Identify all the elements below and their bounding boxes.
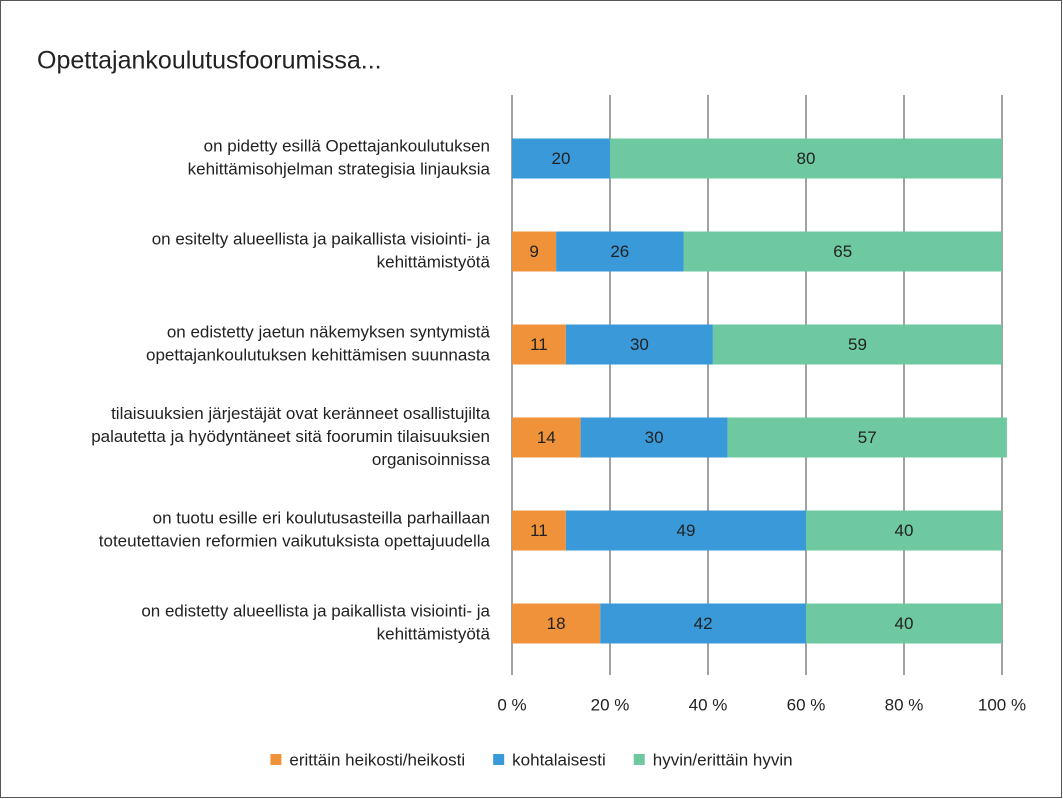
bar-segment [727, 417, 1007, 458]
data-label: 65 [833, 242, 852, 261]
x-tick-label: 60 % [787, 695, 826, 714]
legend-label: erittäin heikosti/heikosti [289, 750, 465, 769]
chart-title: Opettajankoulutusfoorumissa... [37, 47, 382, 75]
legend-swatch [493, 754, 505, 765]
bar-segment [512, 603, 601, 644]
bar-segment [512, 138, 610, 179]
data-label: 59 [848, 335, 867, 354]
bar-segment [556, 231, 684, 272]
x-tick-label: 80 % [885, 695, 924, 714]
data-label: 11 [530, 521, 548, 540]
data-label: 26 [610, 242, 629, 261]
category-label: on esitelty alueellista ja paikallista v… [152, 229, 491, 248]
data-label: 49 [676, 521, 695, 540]
data-label: 14 [537, 428, 556, 447]
data-label: 18 [547, 614, 566, 633]
data-label: 30 [630, 335, 649, 354]
bar-segment [512, 324, 566, 365]
x-tick-label: 0 % [497, 695, 526, 714]
bar-segment [600, 603, 806, 644]
x-tick-label: 20 % [591, 695, 630, 714]
bar-segment [610, 138, 1002, 179]
data-label: 57 [858, 428, 877, 447]
bar-segment [806, 510, 1002, 551]
data-label: 9 [529, 242, 538, 261]
bar-segment [683, 231, 1002, 272]
legend-label: hyvin/erittäin hyvin [653, 750, 793, 769]
legend-swatch [270, 754, 282, 765]
bar-segment [565, 324, 713, 365]
data-label: 11 [530, 335, 548, 354]
category-label: kehittämistyötä [377, 624, 491, 643]
category-label: kehittämistyötä [377, 252, 491, 271]
bar-segment [806, 603, 1002, 644]
data-label: 80 [797, 149, 816, 168]
category-label: opettajankoulutuksen kehittämisen suunna… [146, 345, 491, 364]
bar-segment [712, 324, 1002, 365]
legend-label: kohtalaisesti [512, 750, 606, 769]
bar-segment [512, 417, 581, 458]
category-label: on edistetty jaetun näkemyksen syntymist… [167, 322, 491, 341]
category-label: tilaisuuksien järjestäjät ovat keränneet… [111, 404, 490, 423]
data-label: 40 [895, 521, 914, 540]
category-label: kehittämisohjelman strategisia linjauksi… [188, 159, 491, 178]
bar-segment [512, 231, 557, 272]
data-label: 20 [552, 149, 571, 168]
category-label: on pidetty esillä Opettajankoulutuksen [204, 136, 490, 155]
x-tick-label: 40 % [689, 695, 728, 714]
legend-swatch [633, 754, 645, 765]
category-label: toteutettavien reformien vaikutuksista o… [99, 531, 491, 550]
data-label: 30 [645, 428, 664, 447]
bar-segment [565, 510, 806, 551]
category-label: organisoinnissa [372, 450, 491, 469]
data-label: 40 [895, 614, 914, 633]
bar-segment [580, 417, 728, 458]
data-label: 42 [694, 614, 713, 633]
category-label: on edistetty alueellista ja paikallista … [141, 601, 490, 620]
x-tick-label: 100 % [978, 695, 1026, 714]
bar-segment [512, 510, 566, 551]
category-label: on tuotu esille eri koulutusasteilla par… [153, 508, 490, 527]
category-label: palautetta ja hyödyntäneet sitä foorumin… [91, 427, 490, 446]
